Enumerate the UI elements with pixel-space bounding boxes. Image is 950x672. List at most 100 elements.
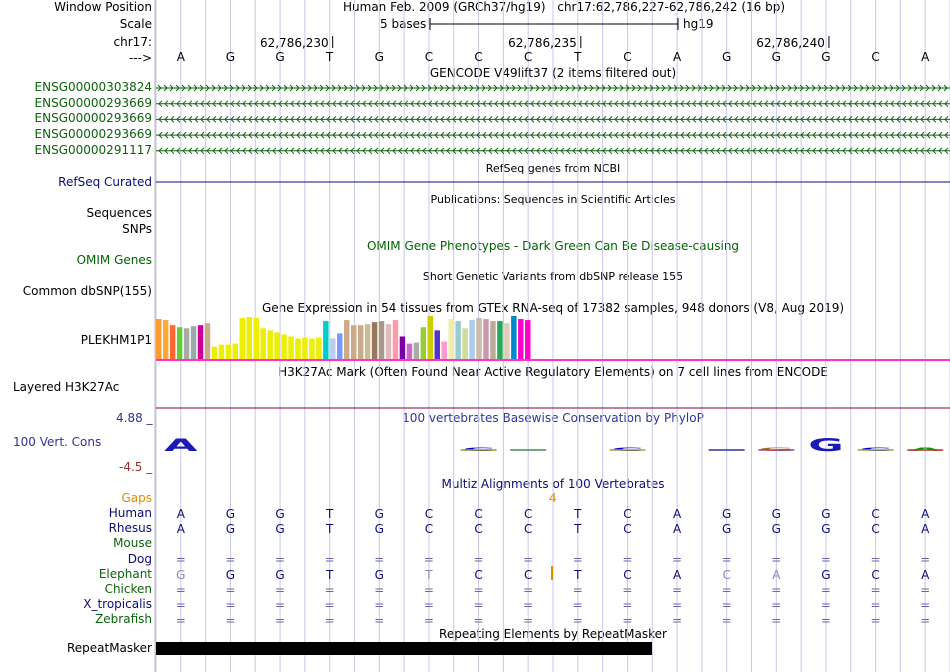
snps-label[interactable]: SNPs	[122, 222, 152, 236]
gencode-strand-arrows	[158, 116, 949, 123]
species-label[interactable]: Zebrafish	[95, 612, 152, 627]
species-label[interactable]: Rhesus	[108, 521, 152, 536]
species-label[interactable]: Mouse	[113, 536, 152, 551]
gaps-label: Gaps	[121, 491, 152, 505]
gtex-bar[interactable]	[448, 319, 454, 359]
gtex-bar[interactable]	[490, 321, 496, 359]
gtex-bar[interactable]	[469, 320, 475, 359]
gtex-bar[interactable]	[225, 344, 232, 359]
gtex-bar[interactable]	[420, 327, 427, 359]
gtex-bar[interactable]	[385, 324, 392, 359]
gtex-bar[interactable]	[169, 325, 176, 359]
cons-label[interactable]: 100 Vert. Cons	[13, 435, 102, 449]
gtex-bar[interactable]	[441, 341, 447, 359]
gtex-bar[interactable]	[427, 315, 434, 359]
alignment-base: G	[821, 522, 830, 536]
gtex-bar[interactable]	[476, 318, 482, 359]
gtex-bar[interactable]	[232, 343, 239, 359]
species-label[interactable]: Dog	[127, 551, 152, 566]
ruler-tick-label: 62,786,240	[756, 36, 825, 50]
gtex-bar[interactable]	[274, 332, 280, 359]
gtex-bar[interactable]	[281, 334, 287, 359]
alignment-base: A	[673, 522, 682, 536]
gtex-bar[interactable]	[316, 337, 322, 359]
gtex-bar[interactable]	[267, 330, 273, 359]
position-text: chr17:62,786,227-62,786,242 (16 bp)	[557, 0, 786, 14]
species-label[interactable]: X_tropicalis	[83, 597, 152, 612]
repeatmasker-element[interactable]	[156, 642, 652, 655]
alignment-base: =	[672, 613, 682, 627]
gtex-bar[interactable]	[246, 317, 252, 359]
gencode-gene-label[interactable]: ENSG00000293669	[34, 95, 152, 110]
gtex-bar[interactable]	[295, 338, 301, 359]
gtex-bar[interactable]	[337, 333, 343, 359]
gencode-gene-label[interactable]: ENSG00000293669	[34, 127, 152, 142]
alignment-base: G	[226, 507, 235, 521]
gtex-bar[interactable]	[350, 325, 357, 359]
gencode-gene-label[interactable]: ENSG00000293669	[34, 111, 152, 126]
gtex-bar[interactable]	[197, 325, 204, 359]
alignment-base: C	[871, 507, 879, 521]
gtex-bar[interactable]	[364, 324, 371, 359]
gtex-bar[interactable]	[253, 318, 259, 359]
gtex-bar[interactable]	[399, 336, 406, 359]
gtex-bar[interactable]	[344, 320, 350, 359]
gtex-bar[interactable]	[190, 326, 197, 359]
dbsnp-label[interactable]: Common dbSNP(155)	[22, 284, 152, 298]
alignment-base: =	[474, 553, 484, 567]
species-label[interactable]: Chicken	[104, 582, 152, 596]
base-letter: G	[275, 50, 284, 64]
repeatmasker-label[interactable]: RepeatMasker	[66, 641, 152, 655]
gtex-bar[interactable]	[288, 336, 294, 359]
gtex-bar[interactable]	[518, 319, 524, 359]
gtex-bar[interactable]	[413, 342, 420, 359]
gtex-bar[interactable]	[371, 322, 378, 359]
alignment-base: G	[375, 522, 384, 536]
gtex-gene-label[interactable]: PLEKHM1P1	[80, 333, 152, 347]
h3k27ac-label[interactable]: Layered H3K27Ac	[13, 380, 120, 394]
alignment-base: =	[424, 598, 434, 612]
gtex-bar[interactable]	[455, 321, 461, 359]
gtex-bar[interactable]	[504, 323, 510, 359]
gtex-bar[interactable]	[239, 318, 246, 359]
gtex-bar[interactable]	[462, 328, 468, 359]
position-header: Human Feb. 2009 (GRCh37/hg19) chr17:62,7…	[343, 0, 785, 15]
gtex-bar[interactable]	[511, 315, 517, 359]
gtex-bar[interactable]	[406, 343, 413, 359]
gtex-bar[interactable]	[330, 338, 336, 359]
refseq-label[interactable]: RefSeq Curated	[58, 175, 152, 189]
publications-label[interactable]: Sequences	[86, 206, 152, 220]
base-letter: C	[623, 50, 631, 64]
gtex-bar[interactable]	[218, 344, 225, 359]
gtex-bar[interactable]	[357, 325, 364, 359]
gtex-bar[interactable]	[378, 321, 385, 359]
alignment-base: =	[474, 583, 484, 597]
species-label[interactable]: Elephant	[98, 566, 152, 581]
gencode-gene-label[interactable]: ENSG00000291117	[34, 142, 152, 157]
gtex-bar[interactable]	[302, 337, 308, 359]
gencode-gene-label[interactable]: ENSG00000303824	[34, 80, 152, 94]
gtex-bar[interactable]	[392, 320, 399, 359]
gtex-bar[interactable]	[162, 320, 169, 359]
gtex-bar[interactable]	[525, 320, 531, 359]
gtex-bar[interactable]	[497, 321, 503, 359]
gtex-bar[interactable]	[309, 338, 315, 359]
gtex-bar[interactable]	[183, 328, 190, 359]
gtex-bar[interactable]	[176, 327, 183, 359]
species-label[interactable]: Human	[108, 506, 152, 520]
alignment-base: =	[573, 613, 583, 627]
gtex-bar[interactable]	[156, 319, 162, 359]
gtex-bar[interactable]	[323, 321, 329, 359]
alignment-base: =	[622, 613, 632, 627]
gtex-bar[interactable]	[211, 346, 218, 359]
gtex-bar[interactable]	[434, 330, 440, 359]
alignment-base: =	[275, 598, 285, 612]
alignment-base: C	[425, 522, 433, 536]
omim-label[interactable]: OMIM Genes	[76, 253, 152, 267]
cons-min-label: -4.5 _	[119, 460, 153, 474]
gtex-bar[interactable]	[483, 319, 489, 359]
gtex-bar[interactable]	[204, 323, 211, 359]
gtex-bar[interactable]	[260, 328, 266, 359]
alignment-base: G	[821, 507, 830, 521]
